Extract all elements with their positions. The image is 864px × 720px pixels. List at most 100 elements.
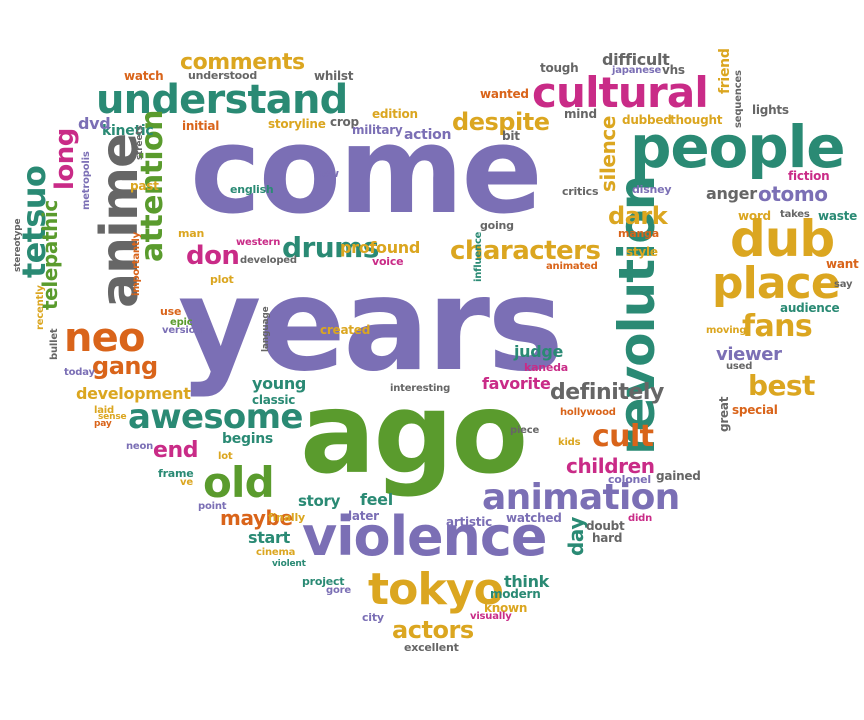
cloud-word: modern xyxy=(490,587,541,601)
cloud-word: colonel xyxy=(608,473,651,486)
cloud-word: lights xyxy=(752,103,789,117)
cloud-word: kids xyxy=(558,437,581,448)
cloud-word: used xyxy=(726,361,753,372)
cloud-word: epic xyxy=(170,317,193,328)
cloud-word: understand xyxy=(96,77,348,123)
cloud-word: today xyxy=(64,367,95,378)
cloud-word: vhs xyxy=(662,63,685,77)
cloud-word: moving xyxy=(706,325,747,336)
cloud-word: military xyxy=(352,123,403,137)
cloud-word: style xyxy=(626,245,658,259)
cloud-word: dubbed xyxy=(622,113,672,127)
cloud-word: characters xyxy=(450,236,601,266)
cloud-word: don xyxy=(186,241,240,271)
cloud-word: streets xyxy=(135,125,145,160)
cloud-word: edition xyxy=(372,107,418,121)
cloud-word: profound xyxy=(340,238,420,257)
cloud-word: kinetic xyxy=(102,123,154,139)
cloud-word: known xyxy=(484,601,528,615)
cloud-word: best xyxy=(748,369,815,402)
cloud-word: importantly xyxy=(131,232,142,296)
cloud-word: frame xyxy=(158,467,194,480)
cloud-word: storyline xyxy=(268,117,326,131)
cloud-word: thought xyxy=(670,113,723,127)
cloud-word: dvd xyxy=(78,114,111,133)
cloud-word: dub xyxy=(730,210,835,268)
cloud-word: neon xyxy=(126,441,154,452)
cloud-word: children xyxy=(566,454,655,478)
cloud-word: initial xyxy=(182,119,220,133)
cloud-word: stereotype xyxy=(13,218,23,272)
cloud-word: new xyxy=(314,167,339,180)
cloud-word: begins xyxy=(222,431,273,447)
cloud-word: violent xyxy=(272,559,306,569)
cloud-word: ago xyxy=(300,369,528,499)
cloud-word: end xyxy=(153,438,199,463)
cloud-word: waste xyxy=(818,209,858,223)
cloud-word: fiction xyxy=(788,169,830,183)
cloud-word: whilst xyxy=(314,69,354,83)
cloud-word: think xyxy=(504,572,549,591)
cloud-word: interesting xyxy=(390,383,451,394)
cloud-word: excellent xyxy=(404,641,459,654)
cloud-word: great xyxy=(717,396,731,432)
cloud-word: later xyxy=(348,509,379,523)
cloud-word: special xyxy=(732,403,778,417)
cloud-word: manga xyxy=(618,227,659,240)
cloud-word: point xyxy=(198,501,227,512)
cloud-word: finally xyxy=(268,511,305,524)
cloud-word: long xyxy=(50,128,80,190)
cloud-word: awesome xyxy=(128,397,303,437)
cloud-word: favorite xyxy=(482,374,551,393)
cloud-word: fans xyxy=(742,309,813,344)
cloud-word: dark xyxy=(608,202,668,230)
cloud-word: english xyxy=(230,183,274,196)
cloud-word: maybe xyxy=(220,506,293,530)
cloud-word: pay xyxy=(94,419,112,429)
cloud-word: going xyxy=(480,219,514,232)
cloud-word: come xyxy=(190,102,543,241)
cloud-word: ve xyxy=(180,477,193,488)
cloud-word: watched xyxy=(506,511,562,525)
cloud-word: hollywood xyxy=(560,407,616,418)
cloud-word: difficult xyxy=(602,50,670,69)
cloud-word: watch xyxy=(124,69,164,83)
cloud-word: gang xyxy=(92,352,158,380)
cloud-word: otomo xyxy=(758,182,828,206)
cloud-word: takes xyxy=(780,209,810,220)
cloud-word: developed xyxy=(240,255,297,266)
cloud-word: kaneda xyxy=(524,361,569,374)
cloud-word: bit xyxy=(502,129,520,143)
cloud-word: bullet xyxy=(49,328,60,361)
cloud-word: tokyo xyxy=(368,564,504,615)
cloud-word: city xyxy=(362,611,384,624)
cloud-word: artistic xyxy=(446,515,493,529)
cloud-word: judge xyxy=(514,342,564,361)
cloud-word: disney xyxy=(632,183,672,196)
cloud-word: violence xyxy=(302,505,547,568)
cloud-word: doubt xyxy=(586,519,625,533)
cloud-word: tough xyxy=(540,61,579,75)
cloud-word: comments xyxy=(180,50,305,75)
cloud-word: cult xyxy=(592,419,654,454)
cloud-word: feel xyxy=(360,490,393,509)
cloud-word: start xyxy=(248,528,290,547)
cloud-word: audience xyxy=(780,301,840,315)
cloud-word: silence xyxy=(596,115,620,192)
cloud-word: japanese xyxy=(612,65,662,76)
cloud-word: hard xyxy=(592,531,623,545)
cloud-word: want xyxy=(826,257,859,271)
cloud-word: anger xyxy=(706,184,757,203)
cloud-word: piece xyxy=(510,425,540,436)
cloud-word: influence xyxy=(473,231,484,282)
cloud-word: despite xyxy=(452,108,550,136)
cloud-word: mind xyxy=(564,107,597,121)
cloud-word: plot xyxy=(210,273,234,286)
cloud-word: gore xyxy=(326,585,351,596)
cloud-word: gained xyxy=(656,469,701,483)
cloud-word: definitely xyxy=(550,380,664,405)
cloud-word: old xyxy=(203,458,275,507)
cloud-word: word xyxy=(738,209,771,223)
cloud-word: animated xyxy=(546,261,598,272)
